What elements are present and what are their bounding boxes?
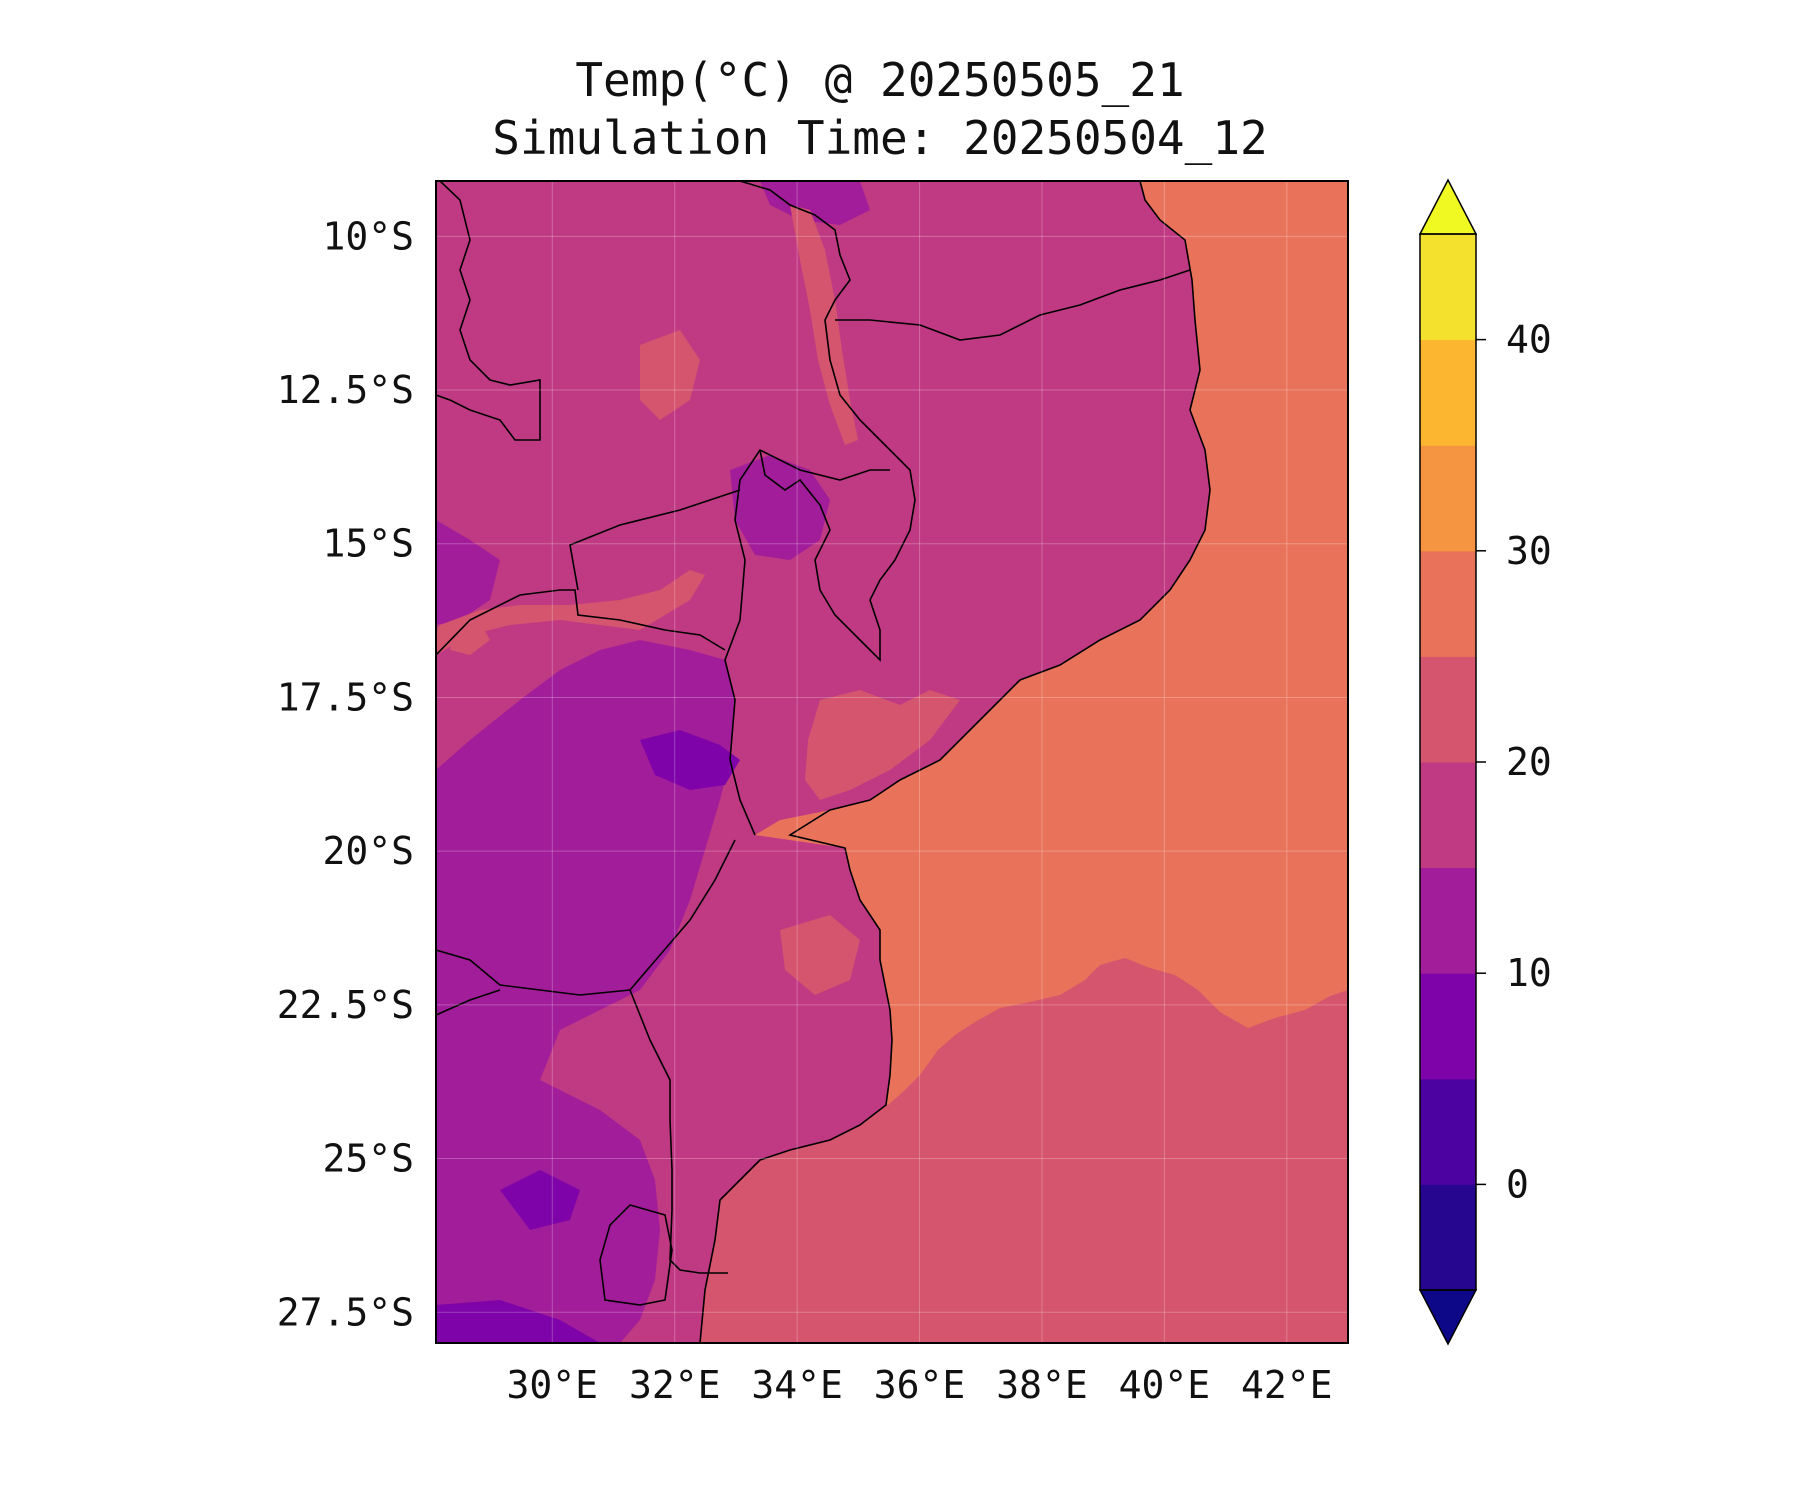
colorbar-band (1420, 973, 1476, 1080)
lon-tick-label: 36°E (874, 1363, 966, 1407)
map-title: Temp(°C) @ 20250505_21 (575, 53, 1185, 107)
colorbar (1418, 178, 1478, 1346)
colorbar-band (1420, 1184, 1476, 1291)
border-mozambique-west (724, 448, 890, 836)
border-mozambique-zimbabwe-south (629, 839, 736, 991)
map-frame (435, 180, 1349, 1344)
colorbar-extend-min (1418, 1289, 1478, 1346)
lat-tick-label: 27.5°S (277, 1290, 414, 1334)
warm-highland-patch (640, 330, 700, 420)
cold-land-patch-south (436, 1300, 600, 1343)
lat-tick-label: 17.5°S (277, 675, 414, 719)
coastline (699, 181, 1211, 1343)
border-malawi (739, 181, 916, 662)
map-subtitle: Simulation Time: 20250504_12 (492, 111, 1268, 165)
colorbar-band (1420, 550, 1476, 657)
lat-tick-label: 25°S (322, 1137, 414, 1181)
border-botswana (436, 949, 631, 996)
cool-land-patch (436, 520, 500, 625)
border-kruger (629, 989, 728, 1274)
warm-rift-strip (790, 205, 858, 445)
lon-tick-label: 34°E (751, 1363, 843, 1407)
longitude-labels: 30°E 32°E 34°E 36°E 38°E 40°E 42°E (507, 1363, 1333, 1407)
lat-tick-label: 12.5°S (277, 368, 414, 412)
border-tanzania (835, 269, 1191, 341)
lon-tick-label: 40°E (1119, 1363, 1211, 1407)
grid-lines (436, 181, 1348, 1343)
colorbar-band (1420, 234, 1476, 341)
colorbar-tick-label: 10 (1506, 951, 1552, 995)
lat-tick-label: 15°S (322, 522, 414, 566)
colorbar-tick-label: 40 (1506, 318, 1552, 362)
lat-tick-label: 20°S (322, 829, 414, 873)
borders (436, 181, 1211, 1343)
ocean-warm-region (755, 181, 1348, 1105)
border-eswatini (599, 1204, 673, 1306)
lon-tick-label: 42°E (1241, 1363, 1333, 1407)
cool-land-region (436, 640, 735, 1343)
map-area (436, 181, 1348, 1343)
latitude-labels: 10°S 12.5°S 15°S 17.5°S 20°S 22.5°S 25°S 27.5°S (277, 214, 414, 1334)
warm-patch-south (780, 915, 860, 995)
cold-land-patch-east (500, 1170, 580, 1230)
lon-tick-label: 32°E (629, 1363, 721, 1407)
colorbar-tick-label: 0 (1506, 1162, 1529, 1206)
cold-land-patch (640, 730, 740, 790)
border-zambia-drc (436, 181, 541, 441)
warm-zambezi-valley (436, 570, 705, 655)
colorbar-band (1420, 445, 1476, 552)
colorbar-band (1420, 762, 1476, 869)
lon-tick-label: 30°E (507, 1363, 599, 1407)
lat-tick-label: 22.5°S (277, 983, 414, 1027)
colorbar-ticks: 0 10 20 30 40 (1476, 318, 1552, 1206)
border-southafrica-botswana (436, 989, 501, 1016)
warm-coastal-strip (805, 690, 960, 800)
colorbar-band (1420, 1078, 1476, 1185)
colorbar-extend-max (1418, 178, 1478, 235)
colorbar-band (1420, 867, 1476, 974)
colorbar-band (1420, 339, 1476, 446)
lon-tick-label: 38°E (996, 1363, 1088, 1407)
cool-land-patch-malawi (730, 455, 830, 560)
border-tete-corridor (569, 489, 741, 591)
colorbar-band (1420, 656, 1476, 763)
colorbar-tick-label: 20 (1506, 740, 1552, 784)
colorbar-tick-label: 30 (1506, 529, 1552, 573)
cool-land-patch-north (760, 181, 870, 225)
border-zimbabwe-north (436, 589, 726, 656)
lat-tick-label: 10°S (322, 214, 414, 258)
